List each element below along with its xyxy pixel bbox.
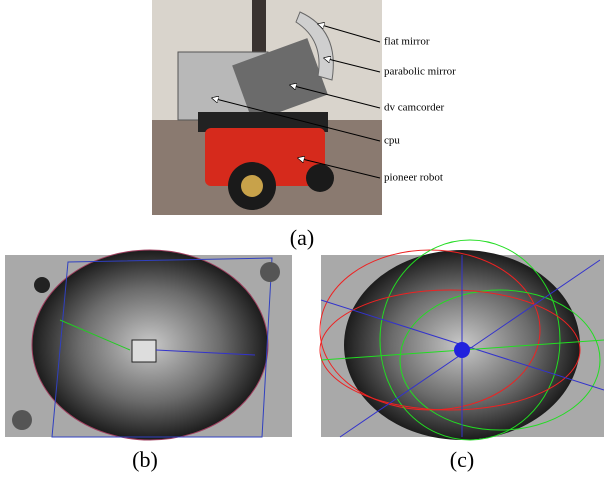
caption: (b): [132, 447, 158, 472]
annotation: parabolic mirror: [384, 66, 456, 78]
mirror-image: [5, 250, 292, 440]
annotation: dv camcorder: [384, 102, 444, 114]
figure: flat mirror parabolic mirror dv camcorde…: [0, 0, 604, 477]
annotation: pioneer robot: [384, 172, 443, 184]
mirror-image-lines: [320, 240, 604, 440]
caption: (a): [290, 225, 314, 250]
caption: (c): [450, 447, 474, 472]
annotation: cpu: [384, 135, 400, 147]
annotation: flat mirror: [384, 36, 430, 48]
